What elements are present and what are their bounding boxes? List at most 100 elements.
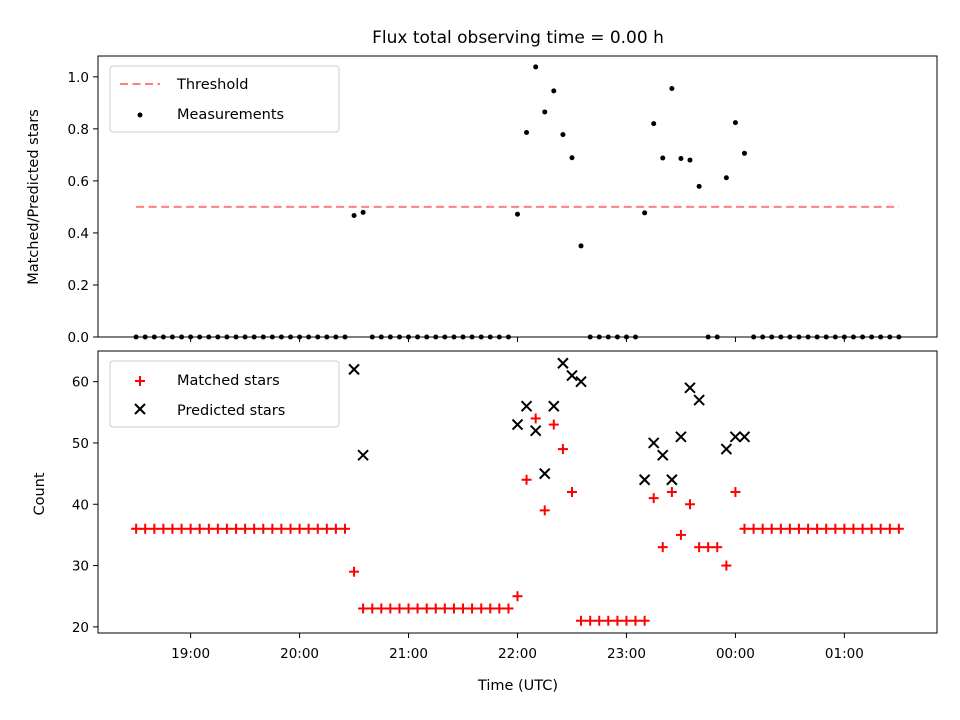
top-y-axis: 0.0 0.2 0.4 0.6 0.8 1.0 bbox=[68, 70, 98, 346]
matched-star-point bbox=[312, 523, 323, 534]
measurement-point bbox=[233, 334, 239, 340]
measurement-point bbox=[841, 334, 847, 340]
measurement-point bbox=[669, 86, 675, 92]
measurement-point bbox=[469, 334, 475, 340]
measurement-point bbox=[651, 121, 657, 127]
measurement-point bbox=[778, 334, 784, 340]
legend-predicted-swatch bbox=[134, 403, 146, 415]
measurement-point bbox=[560, 132, 566, 138]
measurement-point bbox=[732, 120, 738, 126]
measurement-point bbox=[297, 334, 303, 340]
matched-star-point bbox=[766, 523, 777, 534]
matched-star-point bbox=[530, 413, 541, 424]
measurement-point bbox=[224, 334, 230, 340]
matched-star-point bbox=[730, 487, 741, 497]
predicted-star-point bbox=[657, 449, 669, 461]
measurement-point bbox=[251, 334, 257, 340]
measurement-point bbox=[387, 334, 393, 340]
matched-star-point bbox=[630, 615, 641, 626]
matched-star-point bbox=[240, 523, 251, 534]
measurement-point bbox=[142, 334, 148, 340]
measurement-point bbox=[451, 334, 457, 340]
measurement-point bbox=[433, 334, 439, 340]
measurement-point bbox=[542, 109, 548, 115]
matched-star-point bbox=[358, 603, 369, 614]
measurement-point bbox=[896, 334, 902, 340]
matched-star-point bbox=[857, 523, 868, 534]
bottom-y-tick-label: 20 bbox=[72, 620, 89, 636]
matched-star-point bbox=[439, 603, 450, 614]
matched-star-point bbox=[848, 523, 859, 534]
top-y-tick-label: 0.4 bbox=[68, 226, 89, 242]
matched-star-point bbox=[258, 523, 269, 534]
measurement-point bbox=[288, 334, 294, 340]
matched-star-point bbox=[566, 487, 577, 497]
measurement-point bbox=[687, 157, 693, 163]
top-y-tick-label: 0.2 bbox=[68, 278, 89, 294]
predicted-star-point bbox=[529, 424, 542, 437]
measurement-point bbox=[723, 175, 729, 181]
predicted-star-point bbox=[693, 394, 705, 406]
measurement-point bbox=[832, 334, 838, 340]
matched-star-point bbox=[349, 566, 360, 577]
measurement-point bbox=[696, 183, 702, 189]
legend-measurements-label: Measurements bbox=[177, 107, 284, 123]
measurement-point bbox=[887, 334, 893, 340]
matched-star-point bbox=[539, 505, 550, 516]
measurement-point bbox=[351, 212, 357, 218]
matched-star-point bbox=[485, 603, 496, 614]
measurement-point bbox=[460, 334, 466, 340]
top-y-tick-label: 1.0 bbox=[68, 70, 89, 86]
measurement-point bbox=[850, 334, 856, 340]
matched-star-point bbox=[603, 615, 614, 626]
measurement-point bbox=[396, 334, 402, 340]
measurement-point bbox=[342, 334, 348, 340]
matched-star-point bbox=[194, 523, 205, 534]
measurement-point bbox=[678, 156, 684, 162]
top-y-tick-label: 0.6 bbox=[68, 174, 89, 190]
predicted-star-point bbox=[548, 400, 560, 412]
matched-star-point bbox=[666, 487, 677, 497]
measurement-point bbox=[424, 334, 430, 340]
measurement-point bbox=[487, 334, 493, 340]
x-axis-label: Time (UTC) bbox=[477, 678, 558, 694]
matched-star-point bbox=[467, 603, 478, 614]
measurement-point bbox=[442, 334, 448, 340]
matched-star-point bbox=[585, 615, 596, 626]
matched-star-point bbox=[176, 523, 187, 534]
measurement-point bbox=[605, 334, 611, 340]
bottom-y-tick-label: 50 bbox=[72, 436, 89, 452]
predicted-star-point bbox=[566, 369, 578, 382]
measurement-point bbox=[260, 334, 266, 340]
matched-star-point bbox=[421, 603, 432, 614]
measurement-point bbox=[151, 334, 157, 340]
legend-threshold-label: Threshold bbox=[176, 77, 248, 93]
measurement-point bbox=[587, 334, 593, 340]
measurement-point bbox=[751, 334, 757, 340]
predicted-star-point bbox=[647, 437, 660, 449]
matched-star-point bbox=[675, 529, 686, 540]
matched-star-point bbox=[140, 523, 151, 534]
matched-star-point bbox=[394, 603, 405, 614]
measurement-point bbox=[496, 334, 502, 340]
matched-star-point bbox=[503, 603, 514, 614]
bottom-legend: Matched stars Predicted stars bbox=[109, 360, 340, 428]
matched-star-point bbox=[158, 523, 169, 534]
bottom-x-tick-label: 21:00 bbox=[389, 646, 428, 662]
matched-star-point bbox=[893, 523, 904, 534]
matched-star-point bbox=[385, 603, 396, 614]
legend-predicted-label: Predicted stars bbox=[177, 403, 285, 419]
matched-star-point bbox=[448, 603, 459, 614]
top-y-axis-label: Matched/Predicted stars bbox=[26, 109, 42, 285]
predicted-stars-series bbox=[348, 357, 751, 486]
matched-star-point bbox=[267, 523, 278, 534]
measurement-point bbox=[505, 334, 511, 340]
matched-star-point bbox=[739, 523, 750, 534]
measurement-point bbox=[415, 334, 421, 340]
predicted-star-point bbox=[729, 431, 742, 443]
matched-star-point bbox=[376, 603, 387, 614]
matched-star-point bbox=[621, 615, 632, 626]
predicted-star-point bbox=[738, 431, 751, 443]
measurement-point bbox=[869, 334, 875, 340]
bottom-y-axis: 20 30 40 50 60 bbox=[72, 375, 98, 636]
